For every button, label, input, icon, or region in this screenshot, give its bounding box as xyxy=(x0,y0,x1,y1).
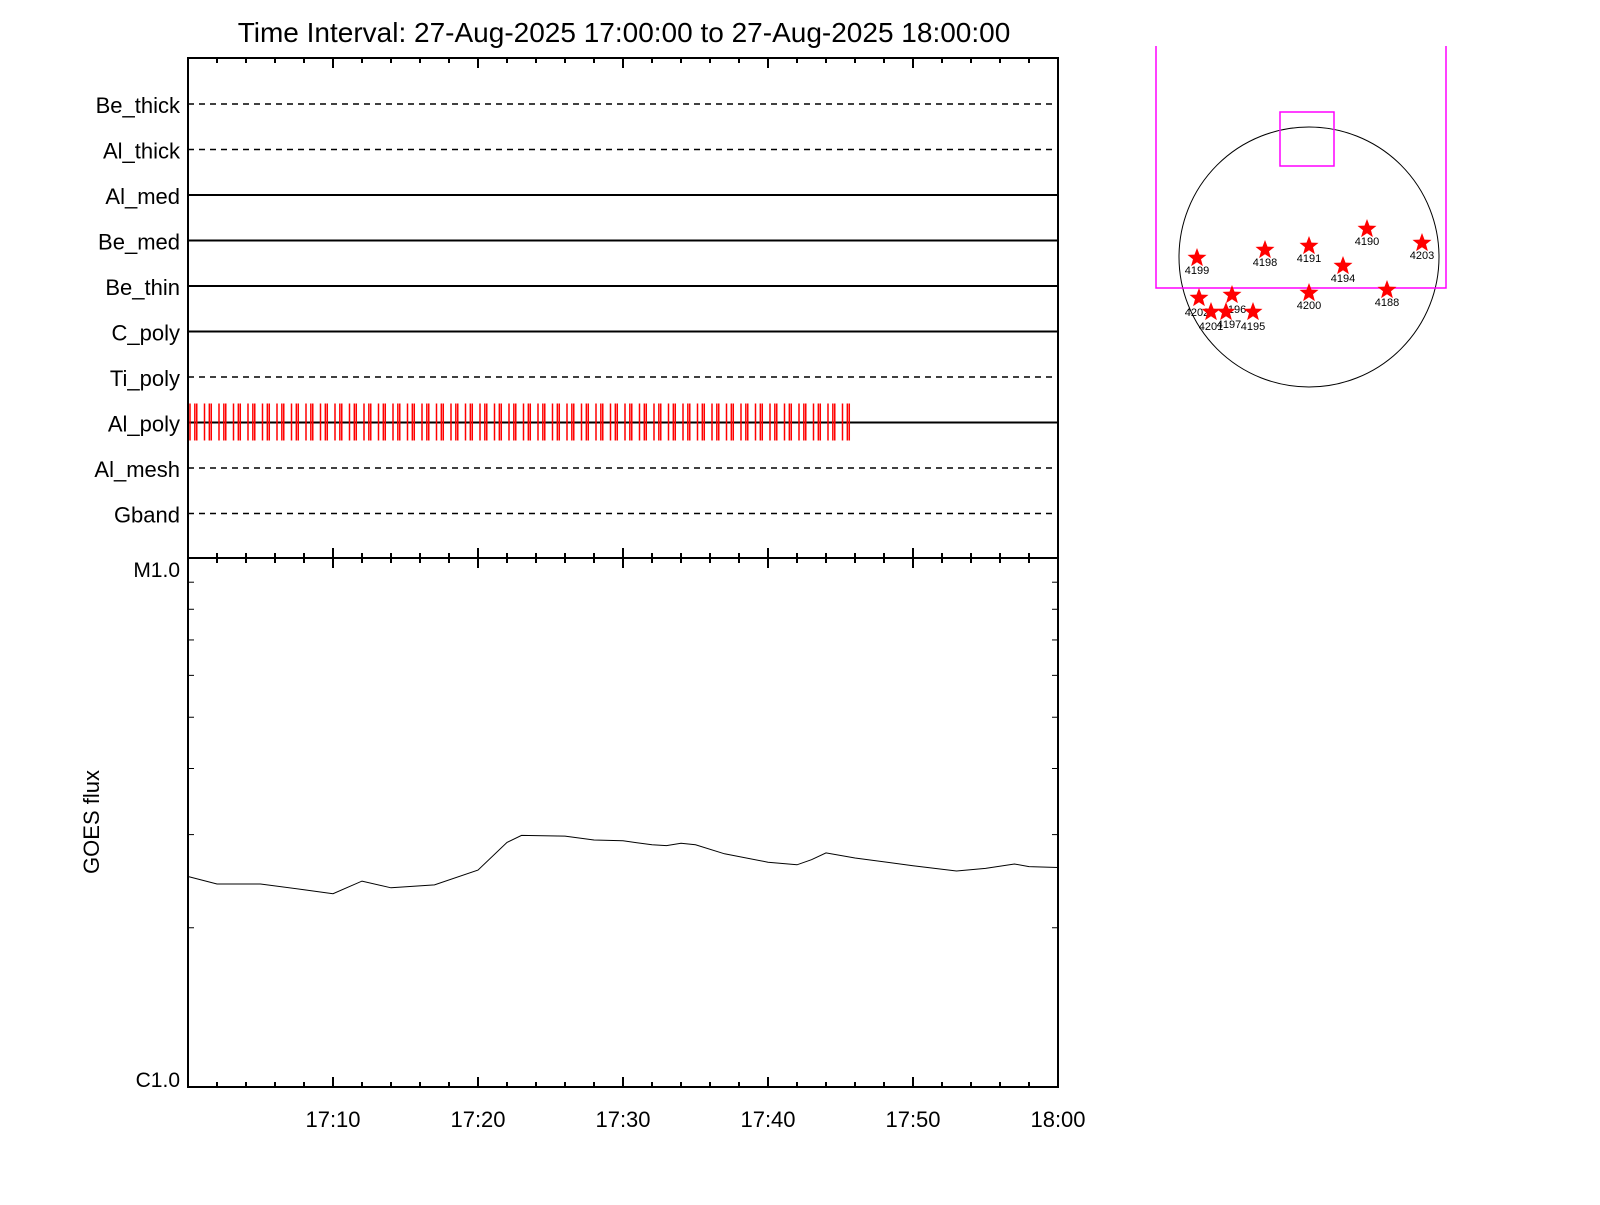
chart-title: Time Interval: 27-Aug-2025 17:00:00 to 2… xyxy=(238,17,1011,48)
region-marker-star-icon xyxy=(1333,256,1353,275)
filter-label: Ti_poly xyxy=(110,366,180,391)
filter-label: Be_thick xyxy=(96,93,181,118)
top-panel-frame xyxy=(187,57,1059,559)
filter-label: Be_med xyxy=(98,230,180,255)
region-marker-star-icon xyxy=(1222,285,1242,304)
region-label: 4188 xyxy=(1375,297,1399,309)
filter-label: C_poly xyxy=(112,321,180,346)
fov-box xyxy=(1155,46,1447,289)
region-label: 4197 xyxy=(1217,319,1241,331)
region-label: 4194 xyxy=(1331,273,1355,285)
x-tick-label: 18:00 xyxy=(1030,1107,1085,1132)
region-label: 4200 xyxy=(1297,300,1321,312)
solar-limb xyxy=(1178,126,1440,388)
region-marker-star-icon xyxy=(1187,248,1207,267)
y-tick-label-bottom: C1.0 xyxy=(136,1069,180,1092)
region-label: 4190 xyxy=(1355,236,1379,248)
goes-flux-panel: GOES flux M1.0 C1.0 17:10 17:20 17:30 17:40… xyxy=(79,557,1086,1132)
region-marker-star-icon xyxy=(1412,233,1432,252)
x-tick-label: 17:40 xyxy=(740,1107,795,1132)
region-label: 4203 xyxy=(1410,250,1434,262)
region-label: 4201 xyxy=(1199,321,1223,333)
x-tick-label: 17:30 xyxy=(595,1107,650,1132)
x-tick-label: 17:10 xyxy=(305,1107,360,1132)
filter-label: Be_thin xyxy=(105,275,180,300)
bottom-panel-frame xyxy=(187,557,1059,1088)
filter-label: Al_med xyxy=(105,184,180,209)
region-marker-star-icon xyxy=(1377,280,1397,299)
region-marker-star-icon xyxy=(1357,219,1377,238)
region-marker-star-icon xyxy=(1201,302,1221,321)
y-axis-label: GOES flux xyxy=(79,770,104,874)
region-marker-star-icon xyxy=(1189,288,1209,307)
region-marker-star-icon xyxy=(1216,302,1236,321)
region-marker-star-icon xyxy=(1255,240,1275,259)
fov-box-small xyxy=(1279,111,1335,167)
region-label: 4191 xyxy=(1297,253,1321,265)
filter-label: Gband xyxy=(114,503,180,528)
solar-disk-map: 4199419841914190420341944202419641974201… xyxy=(1155,46,1447,388)
filter-label: Al_mesh xyxy=(94,457,180,482)
region-marker-star-icon xyxy=(1243,302,1263,321)
region-label: 4199 xyxy=(1185,265,1209,277)
filter-label: Al_poly xyxy=(108,412,180,437)
filter-label: Al_thick xyxy=(103,139,181,164)
goes-flux-line xyxy=(187,834,1059,895)
filter-timeline-panel: Be_thick Al_thick Al_med Be_med Be_thin C_pol… xyxy=(94,57,1059,568)
region-marker-star-icon xyxy=(1299,236,1319,255)
y-tick-label-top: M1.0 xyxy=(133,559,180,582)
region-label: 4198 xyxy=(1253,257,1277,269)
x-tick-label: 17:50 xyxy=(885,1107,940,1132)
region-label: 4195 xyxy=(1241,321,1265,333)
x-tick-label: 17:20 xyxy=(450,1107,505,1132)
region-marker-star-icon xyxy=(1299,283,1319,302)
